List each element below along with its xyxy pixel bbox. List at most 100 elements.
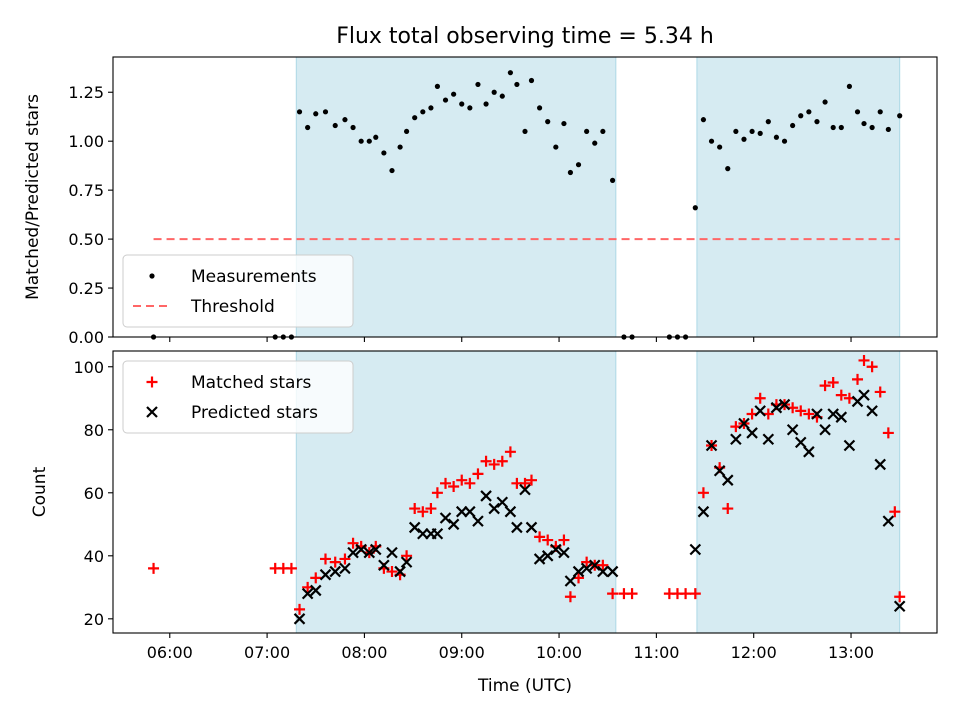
- measurement-point: [567, 169, 574, 176]
- predicted-point: [363, 546, 376, 559]
- measurement-point: [575, 162, 582, 168]
- matched-point: [347, 537, 359, 549]
- measurement-point: [692, 205, 698, 211]
- ratio-panel-frame: [112, 56, 938, 338]
- predicted-point: [721, 474, 734, 486]
- count-panel-frame: [112, 350, 938, 634]
- matched-point: [827, 377, 839, 389]
- matched-point: [564, 591, 576, 603]
- matched-point: [534, 531, 546, 543]
- predicted-point: [697, 505, 710, 518]
- matched-point: [597, 559, 609, 571]
- measurement-point: [296, 109, 303, 115]
- matched-point: [835, 389, 847, 401]
- matched-point: [488, 458, 500, 470]
- measurement-point: [561, 120, 567, 127]
- matched-point: [472, 468, 484, 480]
- measurement-point: [757, 130, 763, 136]
- predicted-point: [572, 565, 585, 578]
- measurement-point: [741, 136, 747, 142]
- measurement-point: [708, 138, 715, 144]
- x-tick-label: 07:00: [244, 643, 290, 662]
- matched-point: [858, 354, 870, 366]
- measurement-point: [897, 113, 903, 119]
- predicted-point: [713, 464, 726, 477]
- predicted-point: [803, 446, 815, 458]
- measurement-point: [397, 144, 403, 150]
- matched-point: [496, 455, 508, 467]
- y-tick-label: 0.00: [68, 328, 104, 347]
- measurement-point: [545, 119, 551, 125]
- legend-label: Threshold: [190, 297, 275, 317]
- measurement-point: [491, 89, 497, 95]
- ratio-panel: 0.00 0.25 0.50 0.75 1.00 1.25 Matched/Predict…: [23, 56, 938, 347]
- predicted-point: [447, 518, 460, 531]
- measurement-point: [403, 128, 410, 135]
- ratio-legend: Measurements Threshold: [122, 254, 354, 328]
- measurement-point: [475, 81, 481, 88]
- predicted-point: [558, 546, 570, 559]
- predicted-point: [329, 565, 341, 578]
- predicted-point: [378, 559, 390, 572]
- predicted-point: [431, 527, 444, 540]
- matched-point: [894, 591, 906, 603]
- predicted-point: [705, 439, 718, 452]
- predicted-point: [746, 427, 758, 439]
- measurement-point: [483, 101, 489, 107]
- predicted-point: [400, 556, 413, 568]
- predicted-point: [541, 550, 554, 562]
- measurement-point: [806, 109, 812, 115]
- y-tick-label: 1.00: [68, 132, 104, 151]
- measurement-point: [822, 99, 828, 105]
- measurement-point: [499, 93, 505, 99]
- matched-point: [310, 572, 322, 584]
- measurement-point: [442, 97, 449, 103]
- predicted-point: [882, 515, 895, 527]
- measurement-point: [773, 134, 780, 140]
- legend-swatch: [146, 376, 158, 388]
- matched-point: [409, 503, 421, 515]
- legend-label: Matched stars: [191, 373, 311, 393]
- measurement-point: [420, 109, 426, 115]
- measurement-point: [846, 83, 853, 89]
- x-tick-label: 12:00: [731, 643, 777, 662]
- measurement-point: [467, 105, 473, 111]
- measurement-point: [381, 150, 387, 156]
- matched-point: [866, 361, 878, 373]
- measurement-point: [322, 109, 329, 115]
- predicted-point: [504, 505, 517, 518]
- predicted-point: [347, 546, 359, 559]
- measurement-point: [459, 101, 465, 107]
- measurement-point: [342, 117, 348, 123]
- matched-point: [456, 474, 468, 486]
- measurement-point: [869, 124, 875, 131]
- predicted-point: [319, 568, 332, 581]
- matched-point: [803, 408, 815, 420]
- matched-point: [401, 550, 413, 562]
- matched-point: [425, 503, 437, 515]
- measurement-point: [332, 122, 338, 129]
- measurement-point: [553, 144, 559, 150]
- legend-label: Predicted stars: [191, 403, 318, 423]
- matched-point: [440, 477, 452, 489]
- matched-point: [680, 588, 692, 600]
- measurement-point: [798, 113, 804, 119]
- y-tick-label: 1.25: [68, 83, 104, 102]
- predicted-point: [762, 433, 775, 446]
- predicted-point: [893, 600, 906, 612]
- predicted-point: [730, 433, 742, 446]
- predicted-point: [794, 436, 807, 449]
- y-tick-label: 20: [84, 610, 104, 629]
- matched-point: [480, 455, 492, 467]
- matched-point: [329, 556, 341, 568]
- measurement-point: [373, 134, 379, 140]
- y-tick-label: 0.50: [68, 230, 104, 249]
- matched-point: [448, 480, 460, 492]
- measurement-point: [854, 109, 861, 115]
- predicted-point: [525, 521, 538, 534]
- matched-point: [697, 487, 709, 499]
- legend-swatch: [149, 273, 155, 279]
- predicted-point: [464, 505, 476, 518]
- measurement-point: [428, 105, 434, 111]
- matched-point: [689, 588, 701, 600]
